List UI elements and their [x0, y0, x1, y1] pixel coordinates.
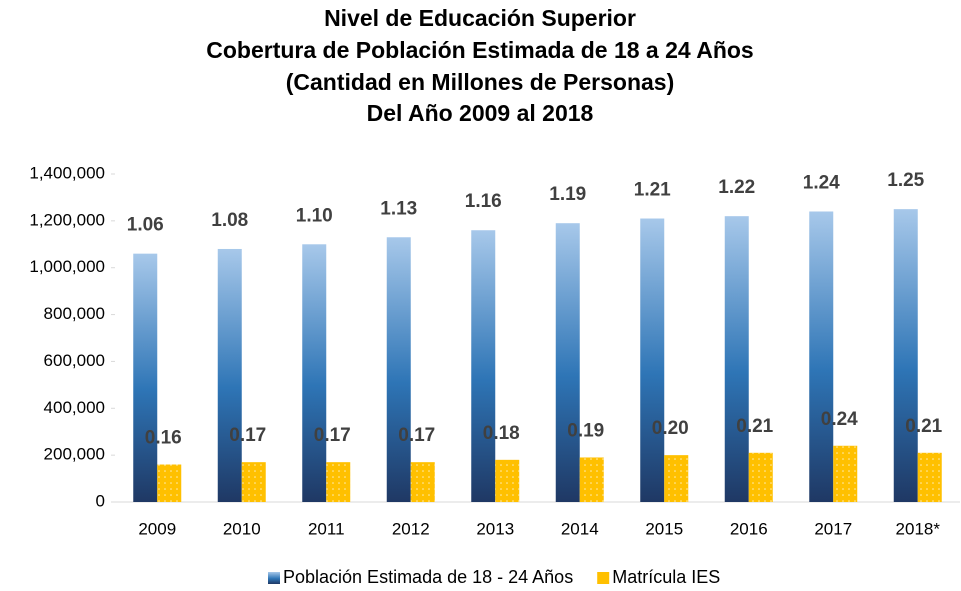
bar [326, 462, 351, 502]
legend-swatch [597, 572, 610, 584]
bar [302, 244, 327, 503]
y-tick-label: 1,000,000 [29, 257, 105, 276]
chart-title: Cobertura de Población Estimada de 18 a … [206, 37, 753, 63]
bar [809, 211, 834, 502]
x-tick-label: 2010 [223, 519, 261, 538]
x-tick-label: 2013 [476, 519, 514, 538]
chart-title: (Cantidad en Millones de Personas) [286, 69, 675, 95]
y-tick-label: 800,000 [44, 304, 105, 323]
bar [555, 223, 580, 502]
bar [471, 230, 496, 502]
legend-label: Población Estimada de 18 - 24 Años [283, 567, 573, 587]
data-label: 0.20 [652, 418, 689, 439]
data-label: 1.22 [718, 177, 755, 198]
data-label: 0.21 [736, 416, 773, 437]
bar [157, 464, 182, 502]
data-label: 1.21 [634, 180, 671, 201]
legend-swatch [268, 572, 280, 584]
bar [579, 457, 604, 502]
data-label: 1.19 [549, 184, 586, 205]
data-label: 0.17 [229, 425, 266, 446]
data-label: 0.24 [821, 409, 858, 430]
bar [833, 445, 858, 502]
data-label: 1.10 [296, 205, 333, 226]
y-tick-label: 600,000 [44, 351, 105, 370]
chart-title: Del Año 2009 al 2018 [367, 100, 594, 126]
x-tick-label: 2018* [896, 519, 941, 538]
x-tick-label: 2017 [814, 519, 852, 538]
data-label: 1.24 [803, 173, 840, 194]
bar [410, 462, 435, 502]
data-label: 0.18 [483, 423, 520, 444]
data-label: 1.16 [465, 191, 502, 212]
data-label: 1.25 [887, 170, 924, 191]
bar [893, 209, 918, 502]
bar [724, 216, 749, 502]
bar [748, 452, 773, 502]
bar [217, 248, 242, 502]
data-label: 1.06 [127, 215, 164, 236]
bar [241, 462, 266, 502]
bar [640, 218, 665, 502]
bar [495, 459, 520, 502]
y-tick-label: 400,000 [44, 398, 105, 417]
bar [133, 253, 158, 502]
data-label: 0.16 [145, 428, 182, 449]
bar [917, 452, 942, 502]
bar [664, 455, 689, 502]
x-tick-label: 2014 [561, 519, 599, 538]
y-tick-label: 1,400,000 [29, 163, 105, 182]
data-label: 1.08 [211, 210, 248, 231]
data-label: 0.21 [905, 416, 942, 437]
bar [386, 237, 411, 502]
x-tick-label: 2011 [308, 519, 345, 538]
y-tick-label: 200,000 [44, 445, 105, 464]
data-label: 0.19 [567, 421, 604, 442]
data-label: 0.17 [314, 425, 351, 446]
x-tick-label: 2015 [645, 519, 683, 538]
data-label: 0.17 [398, 425, 435, 446]
y-tick-label: 0 [96, 491, 105, 510]
legend-label: Matrícula IES [612, 567, 720, 587]
x-tick-label: 2009 [138, 519, 176, 538]
y-tick-label: 1,200,000 [29, 210, 105, 229]
x-tick-label: 2012 [392, 519, 430, 538]
chart-title: Nivel de Educación Superior [324, 5, 636, 31]
x-tick-label: 2016 [730, 519, 768, 538]
data-label: 1.13 [380, 198, 417, 219]
